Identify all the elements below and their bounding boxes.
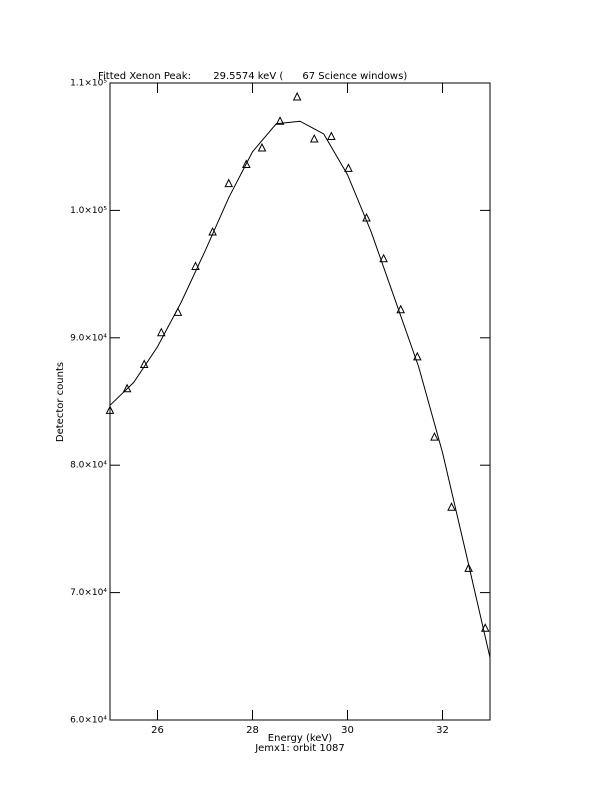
data-point xyxy=(396,304,406,314)
data-point xyxy=(224,178,234,188)
data-point xyxy=(191,261,200,270)
data-point xyxy=(464,563,473,572)
data-point xyxy=(257,142,267,152)
data-point xyxy=(413,351,422,361)
y-tick-label: 6.0×10⁴ xyxy=(70,716,107,726)
data-point xyxy=(309,133,319,143)
data-point xyxy=(344,163,353,172)
data-point xyxy=(379,253,388,263)
data-point xyxy=(156,327,166,337)
data-point xyxy=(275,116,285,125)
y-tick-label: 8.0×10⁴ xyxy=(70,461,107,471)
y-tick-label: 1.1×10⁵ xyxy=(70,79,107,89)
data-point xyxy=(105,405,115,414)
y-tick-label: 9.0×10⁴ xyxy=(70,333,107,343)
y-tick-label: 7.0×10⁴ xyxy=(70,588,107,598)
x-tick-label: 32 xyxy=(436,725,449,736)
y-axis-label: Detector counts xyxy=(55,362,66,442)
x-axis-label: Energy (keV) xyxy=(268,733,333,744)
data-point xyxy=(447,502,456,511)
x-tick-label: 30 xyxy=(341,725,354,736)
x-tick-label: 28 xyxy=(246,725,259,736)
data-point xyxy=(292,91,302,101)
x-tick-label: 26 xyxy=(151,725,164,736)
data-point xyxy=(430,432,439,441)
data-point xyxy=(242,159,251,169)
y-tick-label: 1.0×10⁵ xyxy=(70,206,107,216)
data-point xyxy=(122,383,132,393)
data-point xyxy=(327,131,336,141)
plot-frame xyxy=(109,82,491,721)
fit-line xyxy=(109,120,491,658)
subtitle: Jemx1: orbit 1087 xyxy=(254,743,345,754)
chart-title: Fitted Xenon Peak: 29.5574 keV ( 67 Scie… xyxy=(98,71,407,82)
